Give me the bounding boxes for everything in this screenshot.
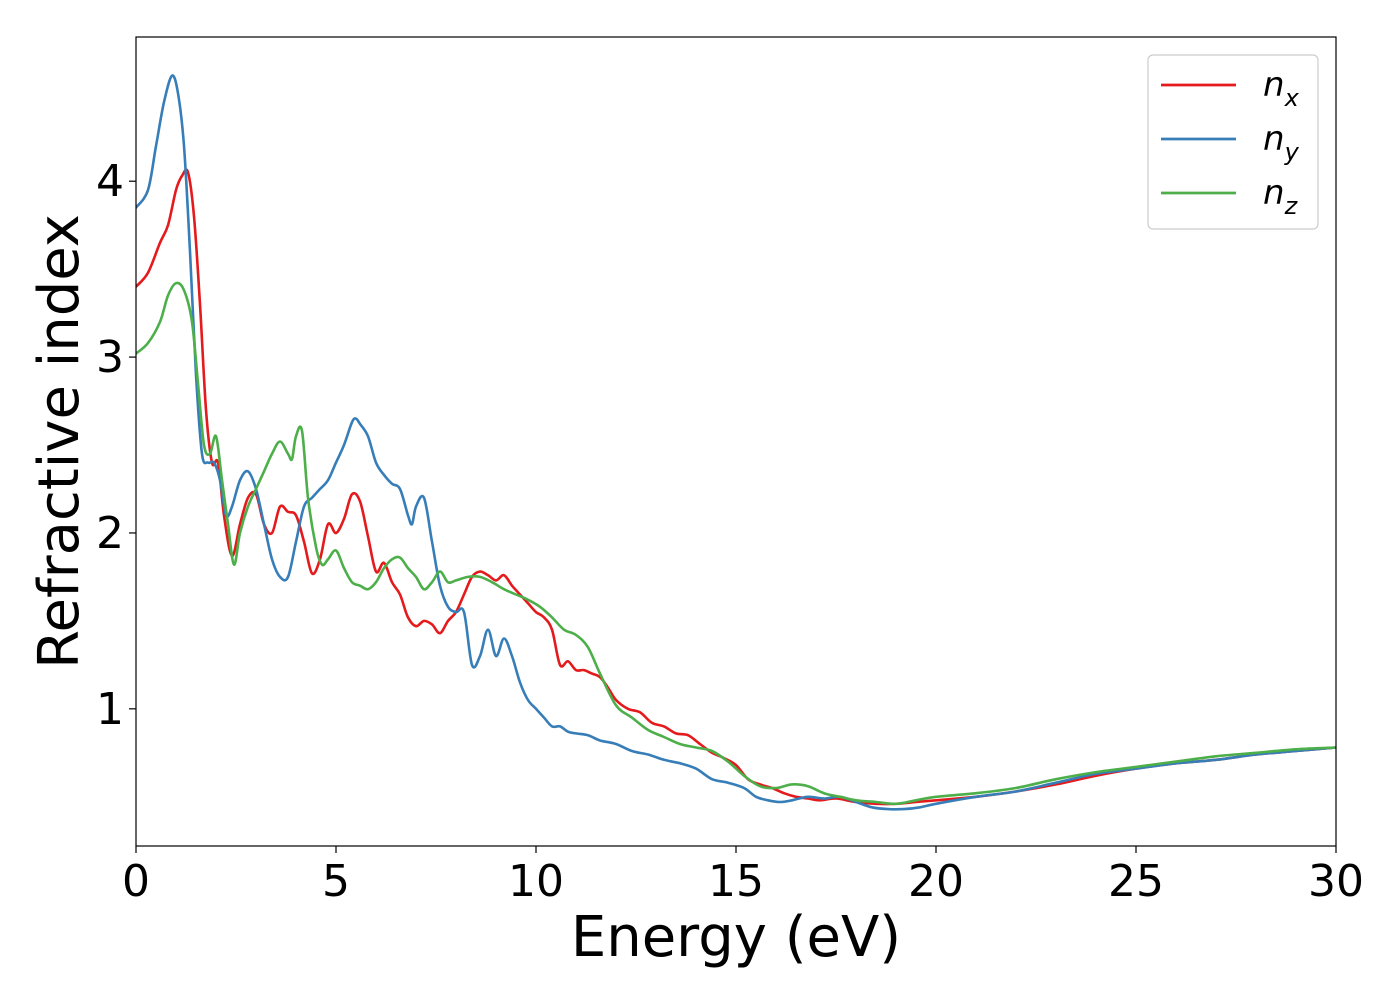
x-tick-label: 25: [1108, 856, 1164, 907]
legend-box: [1147, 54, 1319, 230]
y-tick-label: 4: [96, 156, 124, 207]
y-axis-label: Refractive index: [27, 214, 92, 669]
x-tick-label: 0: [122, 856, 150, 907]
y-tick-label: 1: [96, 684, 124, 735]
series-layer: [136, 74, 1336, 811]
legend-label-x: nx: [1263, 65, 1300, 112]
legend-label-z: nz: [1263, 173, 1299, 220]
x-tick-label: 20: [908, 856, 964, 907]
x-tick-label: 30: [1308, 856, 1364, 907]
x-tick-label: 15: [708, 856, 764, 907]
x-tick-label: 5: [322, 856, 350, 907]
x-axis-ticks: 0 5 10 15 20 25 30: [122, 846, 1364, 907]
series-line-x: [136, 168, 1336, 806]
legend: nx ny nz: [1147, 54, 1319, 230]
y-tick-label: 2: [96, 508, 124, 559]
y-tick-label: 3: [96, 332, 124, 383]
series-line-z: [136, 281, 1336, 806]
x-axis-label: Energy (eV): [571, 905, 901, 970]
y-axis-ticks: 1 2 3 4: [96, 156, 136, 735]
x-tick-label: 10: [508, 856, 564, 907]
legend-label-y: ny: [1263, 119, 1300, 166]
